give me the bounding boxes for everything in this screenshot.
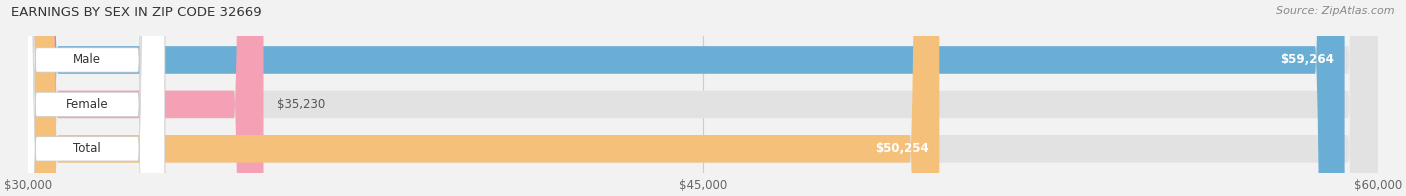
FancyBboxPatch shape [10,0,165,196]
FancyBboxPatch shape [10,0,165,196]
Text: Female: Female [66,98,108,111]
Text: Male: Male [73,54,101,66]
FancyBboxPatch shape [28,0,263,196]
FancyBboxPatch shape [28,0,1378,196]
FancyBboxPatch shape [28,0,1378,196]
Text: $35,230: $35,230 [277,98,325,111]
FancyBboxPatch shape [28,0,1378,196]
Text: $59,264: $59,264 [1279,54,1334,66]
Text: EARNINGS BY SEX IN ZIP CODE 32669: EARNINGS BY SEX IN ZIP CODE 32669 [11,6,262,19]
Text: Total: Total [73,142,101,155]
FancyBboxPatch shape [28,0,1344,196]
Text: Source: ZipAtlas.com: Source: ZipAtlas.com [1277,6,1395,16]
FancyBboxPatch shape [10,0,165,196]
FancyBboxPatch shape [28,0,939,196]
Text: $50,254: $50,254 [875,142,928,155]
